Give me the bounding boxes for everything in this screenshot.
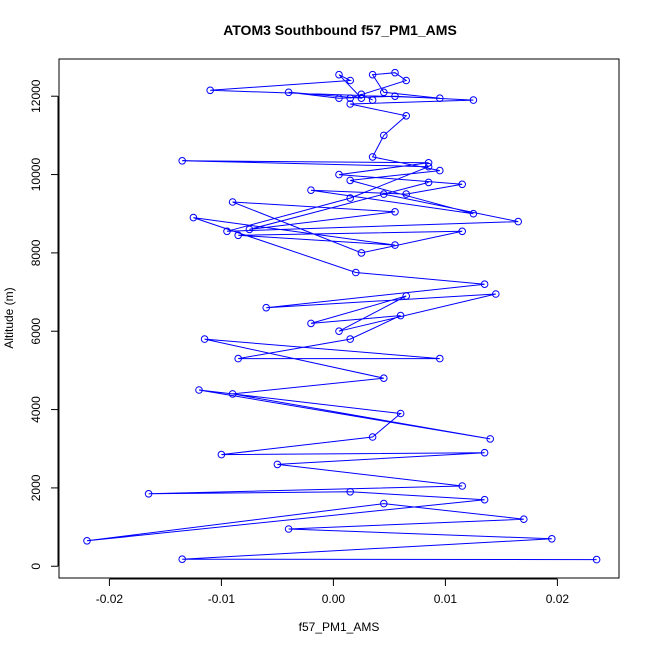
data-point <box>592 555 601 564</box>
data-point <box>480 280 489 289</box>
y-tick-label: 6000 <box>29 318 43 345</box>
data-point <box>234 354 242 363</box>
x-tick-label: 0.02 <box>546 592 570 606</box>
data-point <box>234 231 242 240</box>
data-point <box>307 186 315 194</box>
y-axis: 0 2000 4000 6000 8000 10000 12000 <box>29 79 59 570</box>
data-point <box>402 292 411 300</box>
data-point <box>83 537 91 545</box>
data-point <box>189 213 198 222</box>
data-point <box>458 180 467 189</box>
data-point <box>402 190 411 198</box>
data-point <box>436 166 444 175</box>
data-point <box>436 354 444 363</box>
data-point <box>352 268 360 277</box>
data-point <box>335 70 343 79</box>
data-point <box>424 178 433 187</box>
data-point <box>402 112 411 120</box>
data-point <box>273 460 282 469</box>
data-point <box>424 162 433 171</box>
data-point <box>357 94 366 102</box>
data-point <box>335 327 343 336</box>
data-point <box>368 153 377 161</box>
data-point <box>380 499 388 508</box>
data-point <box>357 249 366 257</box>
y-tick-label: 12000 <box>29 79 43 113</box>
data-point <box>206 86 214 95</box>
plot-frame <box>58 58 620 579</box>
data-point <box>368 70 377 79</box>
data-point <box>380 190 388 198</box>
x-axis-label: f57_PM1_AMS <box>299 620 380 634</box>
data-point <box>200 335 209 343</box>
x-tick-label: 0.00 <box>322 592 346 606</box>
data-point <box>396 409 405 418</box>
data-point <box>380 374 388 383</box>
data-point <box>346 194 355 202</box>
x-axis: -0.02 -0.01 0.00 0.01 0.02 <box>96 578 570 606</box>
data-point <box>346 76 355 85</box>
data-point <box>368 433 377 441</box>
data-point <box>178 555 186 564</box>
x-tick-label: -0.02 <box>96 592 124 606</box>
data-point <box>520 515 528 524</box>
data-point <box>391 208 399 216</box>
data-point <box>436 94 444 102</box>
data-point <box>346 488 355 496</box>
data-point <box>480 495 489 504</box>
data-point <box>284 525 293 533</box>
data-point <box>178 157 186 165</box>
data-point <box>469 96 478 104</box>
x-tick-label: 0.01 <box>434 592 458 606</box>
y-tick-label: 10000 <box>29 158 43 192</box>
data-point <box>458 482 467 490</box>
data-point <box>228 198 237 206</box>
y-tick-label: 2000 <box>29 474 43 501</box>
data-point <box>368 96 377 104</box>
data-point <box>424 159 433 167</box>
series-line <box>86 72 597 561</box>
data-point <box>195 386 203 394</box>
data-point <box>391 92 399 100</box>
data-point <box>335 170 343 179</box>
y-tick-label: 8000 <box>29 239 43 266</box>
data-point <box>458 227 467 236</box>
data-point <box>217 450 226 459</box>
data-point <box>346 335 355 343</box>
data-point <box>223 227 231 236</box>
data-point <box>380 131 388 140</box>
data-point <box>469 209 478 218</box>
data-point <box>245 225 254 234</box>
data-point <box>380 88 388 97</box>
data-point <box>548 535 556 543</box>
data-point <box>307 319 315 328</box>
y-tick-label: 0 <box>29 563 43 570</box>
data-point <box>284 88 293 97</box>
data-point <box>144 490 153 498</box>
data-point <box>391 241 399 249</box>
y-axis-label: Altitude (m) <box>2 287 16 348</box>
data-point <box>262 303 271 312</box>
data-point <box>492 290 500 298</box>
data-point <box>228 390 237 398</box>
data-point <box>346 100 355 108</box>
data-point <box>486 435 495 443</box>
data-point <box>335 94 343 102</box>
data-point <box>480 448 489 457</box>
series-group <box>83 68 601 564</box>
data-point <box>396 311 405 320</box>
data-point <box>402 76 411 85</box>
data-point <box>346 94 355 102</box>
chart-title: ATOM3 Southbound f57_PM1_AMS <box>223 22 457 38</box>
x-tick-label: -0.01 <box>208 592 236 606</box>
y-tick-label: 4000 <box>29 396 43 423</box>
data-point <box>346 176 355 185</box>
data-point <box>514 217 523 226</box>
data-point <box>391 68 399 77</box>
data-point <box>357 90 366 99</box>
